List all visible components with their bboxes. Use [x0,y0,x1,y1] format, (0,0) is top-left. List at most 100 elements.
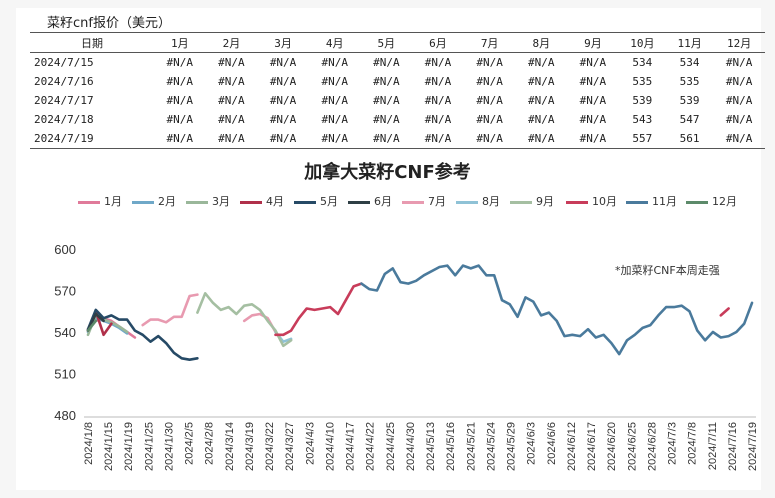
price-cell: #N/A [360,129,413,149]
column-header: 11月 [665,32,714,53]
price-table-header: 日期 1月 2月 3月 4月 5月 6月 7月 8月 9月 10月 11月 12月 [30,32,765,53]
row-date-cell: 2024/7/18 [34,113,94,126]
x-tick-label: 2024/4/17 [345,422,357,471]
price-cell: 534 [632,56,653,69]
x-tick-label: 2024/4/3 [304,422,316,465]
column-header: 1月 [153,32,206,53]
x-tick-label: 2024/7/16 [727,422,739,471]
legend-item: 10月 [566,193,617,209]
table-row: 2024/7/18 #N/A #N/A #N/A #N/A #N/A #N/A #N/A #N/… [30,110,765,129]
price-cell: #N/A [269,75,297,88]
price-cell: #N/A [725,113,753,126]
chart-title: 加拿大菜籽CNF参考 [304,162,471,183]
series-line [274,282,363,337]
x-tick-label: 2024/7/3 [667,422,679,465]
price-cell: #N/A [725,75,753,88]
x-tick-label: 2024/5/29 [506,422,518,471]
price-cell: #N/A [153,129,206,149]
legend-item: 9月 [510,193,554,209]
price-cell: #N/A [528,113,555,126]
chart-legend: 1月 2月 3月 4月 5月 6月 7月 8月 9月 10月 11月 12月 [70,193,770,211]
x-tick-label: 2024/1/30 [163,422,175,471]
price-cell: #N/A [463,129,516,149]
price-cell: #N/A [528,94,555,107]
price-cell: #N/A [424,56,452,69]
column-header: 10月 [618,32,666,53]
y-tick-label: 600 [54,242,76,257]
legend-label: 4月 [266,195,284,208]
price-cell: #N/A [373,75,400,88]
price-cell: #N/A [567,129,619,149]
price-cell: #N/A [579,113,607,126]
legend-item: 12月 [686,193,737,209]
legend-label: 8月 [482,195,500,208]
row-date-cell: 2024/7/17 [34,94,94,107]
price-cell: #N/A [424,94,452,107]
y-tick-label: 480 [54,408,76,423]
price-cell: #N/A [269,113,297,126]
x-tick-label: 2024/4/22 [365,422,377,471]
price-cell: #N/A [528,75,555,88]
x-tick-label: 2024/7/19 [747,422,759,471]
table-row: 2024/7/17 #N/A #N/A #N/A #N/A #N/A #N/A #N/A #N/… [30,91,765,110]
price-cell: #N/A [321,56,348,69]
x-tick-label: 2024/5/16 [445,422,457,471]
column-header: 7月 [463,32,516,53]
x-tick-label: 2024/5/24 [485,422,497,471]
price-cell: #N/A [257,129,309,149]
series-line [196,291,293,348]
x-tick-label: 2024/6/3 [526,422,538,465]
price-cell: #N/A [515,129,568,149]
price-cell: #N/A [373,113,400,126]
legend-item: 8月 [456,193,500,209]
price-cell: #N/A [424,113,452,126]
series-line [141,293,199,327]
x-tick-label: 2024/6/12 [566,422,578,471]
price-cell: #N/A [476,56,503,69]
price-cell: 535 [632,75,653,88]
x-tick-label: 2024/3/27 [284,422,296,471]
column-header: 4月 [308,32,361,53]
legend-swatch [348,200,370,204]
price-cell: #N/A [725,94,753,107]
column-header: 3月 [257,32,309,53]
legend-label: 10月 [592,195,617,208]
x-tick-label: 2024/3/14 [224,422,236,471]
price-cell: #N/A [321,113,348,126]
x-tick-label: 2024/6/17 [586,422,598,471]
x-tick-label: 2024/6/20 [606,422,618,471]
price-cell: #N/A [218,56,245,69]
column-header: 5月 [360,32,413,53]
price-cell: #N/A [166,75,194,88]
legend-label: 5月 [320,195,338,208]
price-cell: #N/A [269,56,297,69]
price-cell: #N/A [373,94,400,107]
price-cell: #N/A [476,94,503,107]
legend-label: 1月 [104,195,122,208]
price-cell: #N/A [321,75,348,88]
x-tick-label: 2024/2/5 [184,422,196,465]
column-header: 12月 [713,32,765,53]
price-cell: 543 [632,113,653,126]
series-line [86,308,199,362]
legend-label: 7月 [428,195,446,208]
price-cell: #N/A [373,56,400,69]
x-tick-label: 2024/6/6 [546,422,558,465]
y-tick-label: 510 [54,367,76,382]
legend-item: 3月 [186,193,230,209]
y-tick-label: 570 [54,284,76,299]
price-cell: 534 [679,56,700,69]
price-cell: #N/A [424,75,452,88]
price-cell: 561 [665,129,714,149]
legend-item: 6月 [348,193,392,209]
legend-label: 2月 [158,195,176,208]
x-tick-label: 2024/7/8 [687,422,699,465]
price-cell: #N/A [579,75,607,88]
price-table-title: 菜籽cnf报价（美元） [47,16,171,31]
column-header: 9月 [567,32,619,53]
legend-item: 2月 [132,193,176,209]
x-tick-label: 2024/1/8 [83,422,95,465]
legend-label: 3月 [212,195,230,208]
price-table: 日期 1月 2月 3月 4月 5月 6月 7月 8月 9月 10月 11月 12月 2024/7/15 #… [30,32,765,149]
